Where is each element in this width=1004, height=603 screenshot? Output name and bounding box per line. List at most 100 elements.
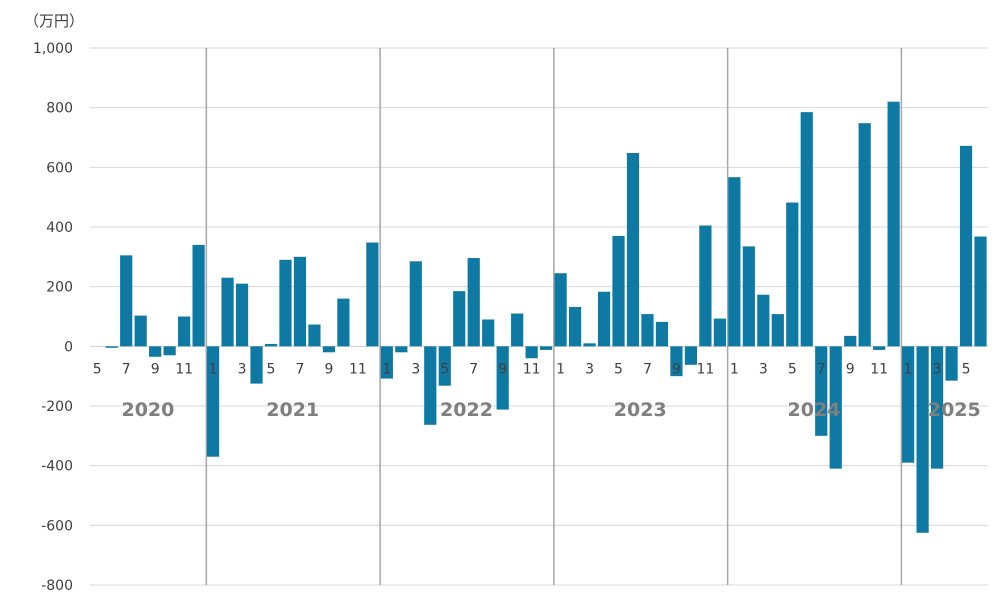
y-tick-label: 600 (46, 160, 73, 176)
bar-2023-11 (699, 225, 712, 347)
bar-2023-12 (713, 318, 726, 347)
unit-label: （万円） (24, 12, 84, 30)
bar-2020-10 (163, 346, 176, 356)
y-tick-label: -200 (41, 399, 73, 415)
bar-2020-09 (149, 346, 162, 357)
month-tick-label: 1 (904, 361, 913, 377)
year-label: 2024 (788, 399, 841, 421)
month-tick-label: 5 (614, 361, 623, 377)
month-tick-label: 1 (209, 361, 218, 377)
bar-2021-02 (221, 277, 234, 347)
bar-2022-12 (540, 346, 553, 350)
bar-2024-08 (829, 346, 842, 469)
year-label: 2023 (614, 399, 667, 421)
bar-2025-01 (902, 346, 915, 463)
bar-2024-03 (757, 294, 770, 347)
bar-2025-02 (916, 346, 929, 533)
x-axis-month-ticks: 5 7 9 11 1 3 5 7 9 11 1 3 5 7 9 11 1 3 5 7 9 11 1 3 5 7 9 11 1 3 5 (93, 361, 971, 377)
month-tick-label: 3 (411, 361, 420, 377)
bar-2023-02 (568, 306, 582, 347)
y-tick-label: 400 (46, 220, 73, 236)
bar-2020-11 (178, 316, 191, 347)
bar-2022-03 (409, 261, 422, 347)
y-tick-label: 800 (46, 101, 73, 117)
month-tick-label: 1 (556, 361, 565, 377)
month-tick-label: 1 (730, 361, 739, 377)
bar-2022-07 (467, 258, 480, 347)
y-tick-label: 1,000 (33, 41, 73, 57)
bar-2023-07 (641, 314, 654, 347)
month-tick-label: 11 (523, 361, 541, 377)
month-tick-label: 1 (382, 361, 391, 377)
y-tick-label: -800 (41, 578, 73, 594)
bar-2022-02 (395, 346, 408, 353)
bar-2020-07 (120, 255, 133, 347)
bar-2024-09 (844, 335, 857, 347)
month-tick-label: 7 (469, 361, 478, 377)
y-tick-label: -400 (41, 459, 73, 475)
y-axis-ticks: 1,000 800 600 400 200 0 -200 -400 -600 -800 (33, 41, 73, 594)
month-tick-label: 9 (672, 361, 681, 377)
bar-2023-05 (612, 235, 625, 347)
month-tick-label: 9 (324, 361, 333, 377)
bar-2023-06 (626, 153, 640, 347)
y-tick-label: -600 (41, 518, 73, 534)
month-tick-label: 5 (962, 361, 971, 377)
bar-2024-05 (786, 202, 799, 347)
bar-2021-09 (322, 346, 336, 353)
bar-2022-09 (496, 346, 509, 410)
bar-2022-06 (453, 291, 466, 347)
bar-2024-02 (742, 246, 755, 347)
year-label: 2021 (266, 399, 319, 421)
bar-2021-01 (206, 346, 220, 457)
bar-2021-07 (293, 256, 307, 347)
y-tick-label: 200 (46, 280, 73, 296)
bar-2021-06 (279, 259, 292, 347)
bar-2022-05 (438, 346, 451, 386)
month-tick-label: 11 (175, 361, 193, 377)
bar-2023-09 (670, 346, 683, 377)
month-tick-label: 7 (295, 361, 304, 377)
bar-2025-04 (945, 346, 958, 381)
bar-2021-08 (308, 324, 321, 347)
month-tick-label: 9 (151, 361, 160, 377)
bar-2025-05 (959, 145, 973, 347)
month-tick-label: 5 (788, 361, 797, 377)
bar-2024-06 (800, 112, 813, 347)
bar-2024-01 (728, 177, 741, 347)
bar-2022-11 (525, 346, 538, 359)
bar-2022-08 (482, 319, 495, 347)
bar-2021-12 (366, 242, 379, 347)
month-tick-label: 3 (759, 361, 768, 377)
bar-2021-10 (337, 298, 350, 347)
y-tick-label: 0 (64, 339, 73, 355)
bar-2024-07 (815, 346, 828, 436)
bar-2023-04 (597, 291, 611, 347)
year-label: 2025 (928, 399, 981, 421)
bar-2022-04 (424, 346, 437, 425)
month-tick-label: 7 (643, 361, 652, 377)
bar-2022-10 (511, 313, 524, 347)
month-tick-label: 5 (267, 361, 276, 377)
year-label: 2022 (440, 399, 493, 421)
year-separators (205, 48, 903, 585)
month-tick-label: 7 (122, 361, 131, 377)
bar-2023-01 (554, 273, 567, 347)
bar-2021-05 (264, 343, 278, 347)
bar-2022-01 (380, 346, 393, 379)
bar-2023-03 (583, 343, 596, 347)
bar-2020-08 (134, 315, 147, 347)
bar-2021-04 (250, 346, 263, 384)
bars (105, 101, 987, 533)
bar-2023-08 (655, 321, 669, 347)
year-label: 2020 (121, 399, 174, 421)
month-tick-label: 3 (933, 361, 942, 377)
bar-2024-12 (887, 101, 900, 347)
bar-2024-11 (873, 346, 886, 350)
month-tick-label: 9 (846, 361, 855, 377)
bar-2020-06 (105, 346, 118, 348)
bar-2024-04 (771, 314, 784, 347)
bar-2025-03 (930, 346, 944, 469)
month-tick-label: 11 (870, 361, 888, 377)
